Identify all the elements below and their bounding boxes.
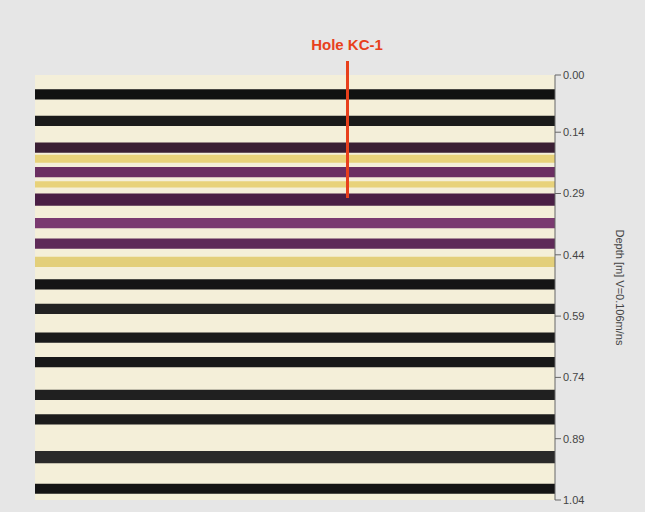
html-text:Hole KC-1: Hole KC-1 <box>311 36 383 53</box>
svg-text:0.74: 0.74 <box>563 371 584 383</box>
svg-text:0.89: 0.89 <box>563 433 584 445</box>
svg-text:Depth [m] V=0.106m/ns: Depth [m] V=0.106m/ns <box>614 230 626 346</box>
svg-text:0.59: 0.59 <box>563 310 584 322</box>
svg-text:0.29: 0.29 <box>563 187 584 199</box>
svg-text:1.04: 1.04 <box>563 494 584 506</box>
svg-text:0.14: 0.14 <box>563 126 584 138</box>
svg-text:0.00: 0.00 <box>563 69 584 81</box>
svg-text:0.44: 0.44 <box>563 249 584 261</box>
